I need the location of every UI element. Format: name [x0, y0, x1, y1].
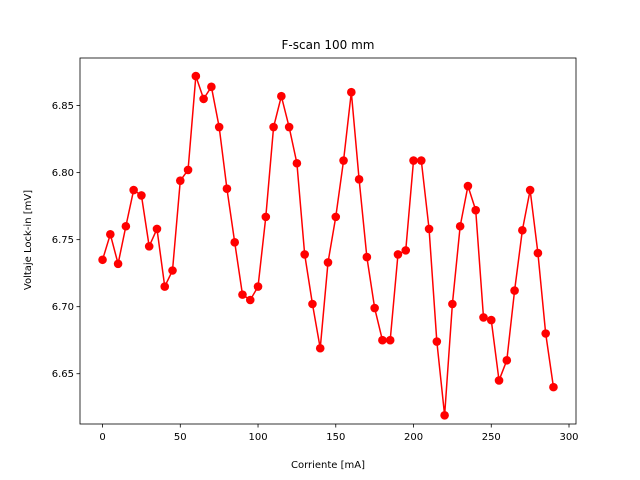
data-point: [486, 315, 496, 325]
data-point: [378, 335, 387, 345]
data-point: [510, 286, 519, 295]
data-point: [518, 225, 527, 235]
data-point: [113, 259, 123, 269]
y-tick-label: 6.85: [52, 101, 74, 112]
data-point: [191, 71, 201, 81]
data-point: [393, 250, 403, 259]
y-tick-label: 6.80: [52, 168, 74, 179]
data-point: [183, 165, 193, 175]
y-tick-label: 6.70: [52, 302, 74, 313]
chart-title: F-scan 100 mm: [282, 38, 375, 52]
x-tick-label: 200: [404, 432, 423, 443]
data-point: [455, 221, 465, 231]
data-point: [354, 175, 364, 184]
data-point: [106, 230, 115, 239]
x-tick-label: 150: [326, 432, 345, 443]
data-point: [463, 181, 473, 191]
data-point: [370, 303, 379, 313]
x-tick-label: 250: [482, 432, 501, 443]
data-point: [300, 250, 309, 259]
data-point: [253, 282, 263, 291]
data-point: [502, 356, 512, 365]
axes-frame: [79, 57, 577, 425]
x-tick-label: 50: [174, 432, 187, 443]
data-point: [533, 248, 543, 258]
data-point: [308, 299, 317, 309]
data-point: [416, 156, 426, 165]
data-point: [479, 313, 488, 322]
data-point: [385, 335, 395, 345]
data-point: [245, 295, 255, 305]
plot-area: 0 50 100 150 200 250 300 6.65 6.70 6.75 6.80 6.85: [52, 57, 579, 443]
data-point: [541, 329, 550, 338]
data-point: [222, 184, 232, 194]
data-point: [168, 266, 177, 275]
data-point: [269, 122, 278, 132]
data-point: [152, 224, 162, 234]
data-point: [432, 337, 442, 346]
data-point: [129, 185, 138, 195]
data-point: [409, 156, 418, 165]
data-point: [121, 221, 131, 231]
data-point: [292, 158, 302, 168]
data-point: [494, 376, 504, 385]
x-tick-label: 100: [248, 432, 267, 443]
data-point: [331, 212, 341, 222]
data-point: [315, 343, 325, 353]
data-point: [160, 282, 170, 291]
data-point: [277, 91, 286, 101]
data-point: [230, 238, 240, 247]
data-point: [362, 252, 372, 262]
data-point: [339, 156, 348, 165]
data-point: [214, 122, 224, 132]
data-point: [525, 185, 535, 195]
data-point: [199, 94, 208, 104]
data-point: [137, 191, 146, 200]
data-point: [424, 224, 434, 234]
data-point: [471, 205, 481, 215]
data-point: [347, 87, 356, 97]
data-point: [549, 382, 558, 392]
data-point: [284, 122, 294, 132]
y-axis-title: Voltaje Lock-in [mV]: [23, 190, 34, 290]
y-tick-label: 6.65: [52, 369, 74, 380]
data-point: [207, 82, 216, 92]
data-point: [261, 212, 271, 222]
data-point: [144, 242, 154, 251]
x-tick-label: 0: [99, 432, 105, 443]
data-point: [323, 258, 333, 267]
data-point: [175, 176, 185, 185]
data-point: [440, 410, 449, 420]
data-point: [238, 290, 247, 299]
data-point: [401, 246, 411, 255]
x-axis-title: Corriente [mA]: [291, 460, 365, 471]
y-tick-label: 6.75: [52, 235, 74, 246]
data-point: [98, 255, 107, 265]
x-tick-label: 300: [559, 432, 578, 443]
data-point: [448, 299, 457, 309]
